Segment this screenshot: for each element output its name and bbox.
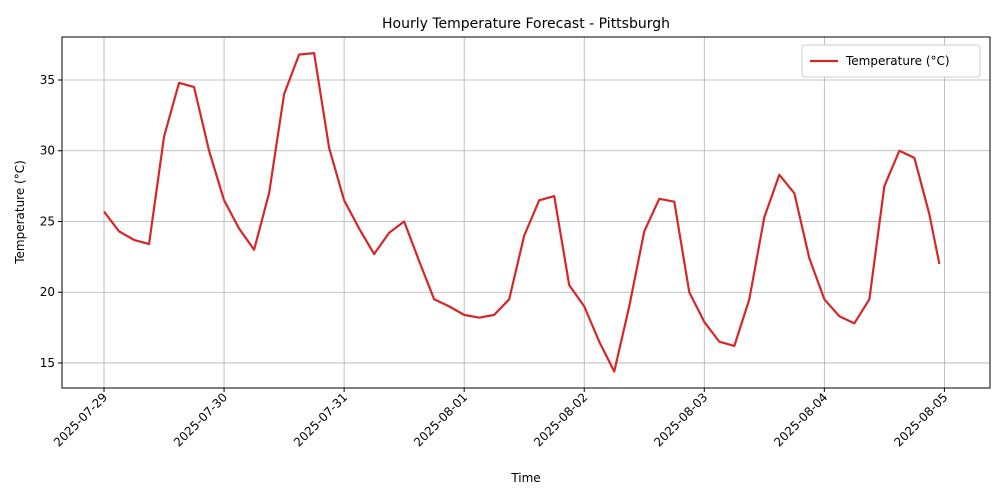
- plot-frame: [61, 36, 991, 389]
- y-tick-label: 30: [40, 144, 55, 158]
- chart-title: Hourly Temperature Forecast - Pittsburgh: [382, 16, 670, 32]
- line: [103, 52, 941, 373]
- y-tick-label: 15: [40, 356, 55, 370]
- legend-box: [801, 44, 981, 78]
- x-axis-label: Time: [510, 471, 540, 485]
- y-tick-label: 20: [40, 285, 55, 299]
- y-tick-label: 25: [40, 214, 55, 228]
- legend-label: Temperature (°C): [845, 54, 950, 68]
- y-axis-label: Temperature (°C): [13, 160, 27, 265]
- y-tick-label: 35: [40, 73, 55, 87]
